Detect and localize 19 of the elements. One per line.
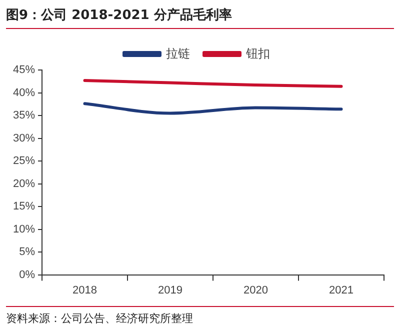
x-tick-label: 2018 bbox=[72, 284, 98, 296]
x-tick-label: 2019 bbox=[158, 284, 182, 296]
y-tick-label: 40% bbox=[12, 86, 36, 99]
y-tick-label: 35% bbox=[12, 110, 36, 122]
y-tick-label: 30% bbox=[12, 132, 36, 144]
y-tick-label: 45% bbox=[12, 64, 36, 76]
x-tick-label: 2021 bbox=[329, 284, 354, 296]
x-tick-label: 2020 bbox=[244, 284, 268, 296]
legend-label: 拉链 bbox=[166, 46, 190, 60]
y-tick-label: 5% bbox=[19, 246, 36, 258]
text: 资料来源：公司公告、经济研究所整理 bbox=[6, 306, 394, 326]
y-tick-label: 15% bbox=[12, 200, 36, 213]
y-tick-label: 0% bbox=[19, 268, 36, 281]
y-tick-label: 20% bbox=[12, 178, 36, 190]
line-series bbox=[83, 102, 343, 115]
chart-title: 图9：公司 2018-2021 分产品毛利率 bbox=[6, 6, 394, 29]
y-tick-label: 25% bbox=[12, 155, 36, 168]
legend-label: 钮扣 bbox=[245, 46, 270, 60]
y-tick-label: 10% bbox=[12, 223, 36, 236]
